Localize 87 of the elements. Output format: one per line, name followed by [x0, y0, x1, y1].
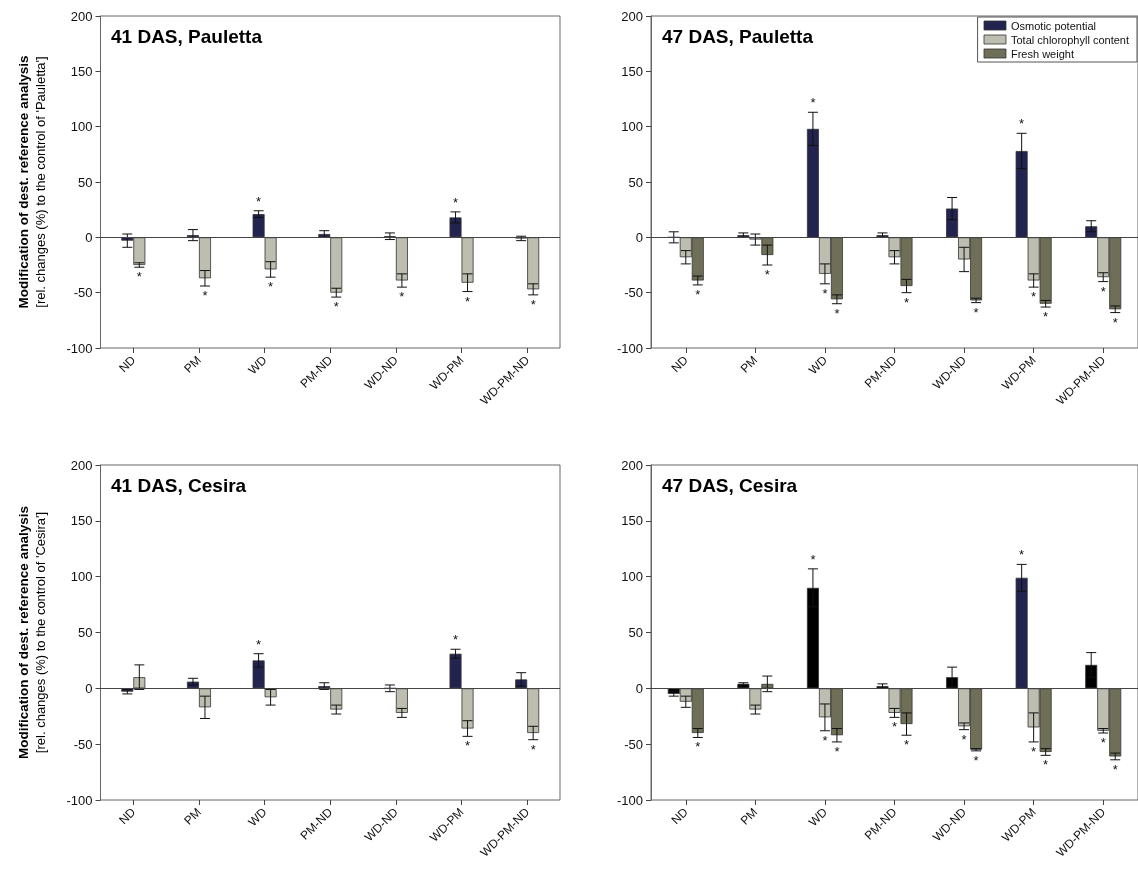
data-label: * [465, 738, 471, 754]
text: 47 DAS, Pauletta [662, 26, 814, 47]
y-tick-label: 150 [70, 63, 93, 79]
x-tick-label: ND [668, 804, 691, 828]
x-tick-label: PM [737, 805, 761, 828]
y-tick-label: -100 [66, 340, 93, 356]
y-tick-label: 200 [70, 457, 93, 473]
y-tick-label: 50 [78, 625, 93, 640]
data-label: * [973, 304, 979, 320]
x-tick-label: PM [737, 353, 761, 376]
y-tick-label: 150 [70, 513, 93, 529]
data-label: * [834, 743, 840, 759]
y-tick-label: 150 [621, 63, 643, 79]
x-tick-label: PM [181, 353, 204, 376]
data-label: * [333, 299, 339, 315]
y-tick-label: 100 [70, 569, 93, 585]
data-label: * [810, 551, 816, 567]
data-label: * [1031, 289, 1037, 305]
data-label: * [399, 289, 405, 305]
data-label: * [1100, 735, 1106, 750]
data-label: * [1019, 116, 1025, 132]
y-tick-label: -50 [73, 285, 93, 301]
data-label: * [1100, 283, 1106, 299]
data-label: * [256, 636, 262, 652]
y-axis-title: Modification of dest. reference analysis [rel. changes (%) to the control of 'Cesira'] [15, 506, 48, 759]
data-label: * [268, 279, 274, 295]
y-tick-label: 100 [621, 119, 643, 135]
x-tick-label: WD [245, 352, 270, 378]
legend-label: Osmotic potential [1010, 19, 1096, 32]
data-label: * [810, 95, 816, 111]
data-label: * [453, 194, 459, 210]
data-label: * [530, 296, 536, 312]
text: 41 DAS, Pauletta [111, 26, 263, 47]
data-label: * [136, 269, 142, 285]
data-label: * [822, 732, 828, 748]
legend-label: Fresh weight [1010, 47, 1074, 60]
y-tick-label: 200 [621, 457, 643, 473]
data-label: * [1112, 761, 1118, 777]
data-label: * [465, 293, 471, 309]
y-tick-label: 0 [85, 229, 93, 245]
data-label: * [530, 741, 536, 757]
data-label: * [973, 752, 979, 768]
y-tick-label: 200 [70, 8, 93, 24]
data-label: * [695, 286, 701, 302]
data-label: * [256, 193, 262, 209]
y-tick-label: -50 [624, 285, 643, 301]
data-label: * [1019, 547, 1025, 563]
data-label: * [1043, 757, 1049, 773]
y-tick-label: 100 [621, 569, 643, 585]
y-tick-label: 0 [635, 229, 643, 245]
y-tick-label: 50 [78, 174, 93, 190]
data-label: * [695, 739, 701, 755]
data-label: * [453, 632, 459, 648]
y-tick-label: 200 [621, 8, 643, 24]
data-label: * [891, 719, 898, 735]
y-tick-label: -100 [616, 340, 643, 356]
y-tick-label: -50 [73, 736, 93, 752]
y-tick-label: 0 [635, 680, 643, 696]
data-label: * [903, 294, 910, 310]
data-label: * [1043, 309, 1049, 325]
text: 41 DAS, Cesira [111, 475, 247, 496]
x-tick-label: PM [181, 805, 204, 828]
data-label: * [1031, 743, 1037, 759]
data-label: * [764, 267, 770, 282]
x-tick-label: WD [245, 804, 270, 830]
data-label: * [202, 288, 208, 304]
data-label: * [903, 737, 910, 753]
data-label: * [834, 305, 840, 321]
y-tick-label: -50 [624, 736, 643, 752]
y-tick-label: 50 [628, 174, 643, 190]
y-axis-title: Modification of dest. reference analysis [rel. changes (%) to the control of 'Pauletta'] [15, 55, 48, 309]
data-label: * [961, 731, 967, 747]
y-tick-label: 150 [621, 513, 643, 529]
x-tick-label: ND [116, 804, 139, 828]
data-label: * [822, 285, 828, 301]
legend-label: Total chlorophyll content [1010, 33, 1129, 46]
y-tick-label: -100 [616, 792, 643, 808]
x-tick-label: ND [668, 352, 691, 376]
data-label: * [1112, 314, 1118, 330]
y-tick-label: 100 [70, 119, 93, 135]
y-tick-label: -100 [66, 792, 93, 808]
x-tick-label: WD [805, 352, 831, 378]
y-tick-label: 0 [85, 680, 93, 696]
y-tick-label: 50 [628, 625, 643, 640]
text: 47 DAS, Cesira [662, 475, 798, 496]
x-tick-label: ND [116, 352, 139, 376]
x-tick-label: WD [805, 804, 831, 830]
